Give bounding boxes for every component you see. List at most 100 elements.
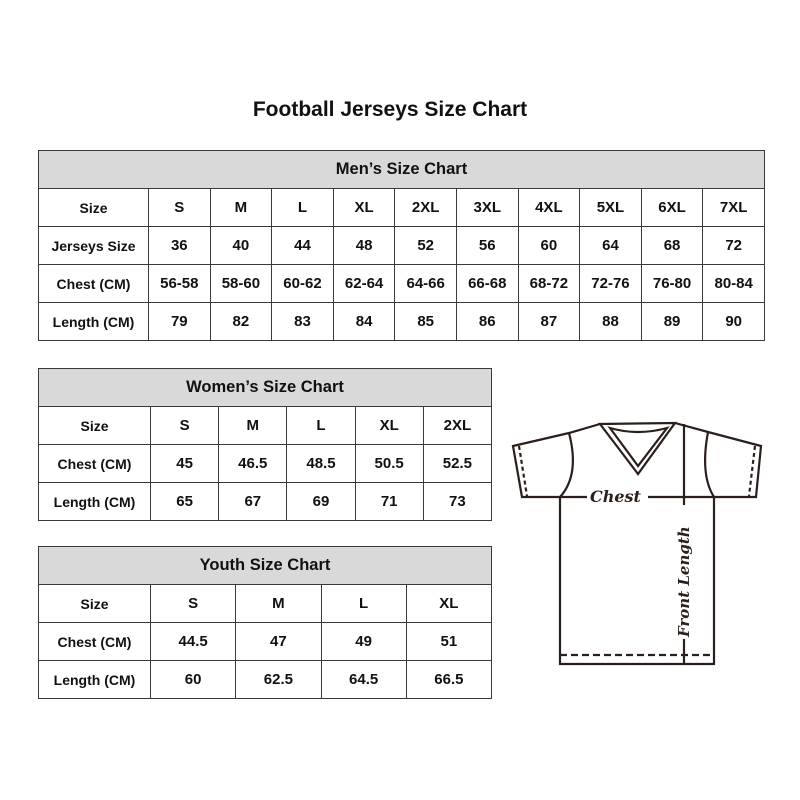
table-cell: 76-80: [640, 264, 704, 303]
table-cell: 84: [332, 302, 396, 341]
table-cell: XL: [332, 188, 396, 227]
table-cell: 83: [271, 302, 334, 341]
table-cell: 36: [148, 226, 211, 265]
table-cell: L: [320, 584, 407, 623]
table-heading: Women’s Size Chart: [37, 368, 493, 407]
table-cell: 58-60: [209, 264, 273, 303]
table-cell: 72-76: [579, 264, 642, 303]
table-cell: XL: [354, 406, 424, 445]
womens-size-table: Women’s Size Chart Size S M L XL 2XL Chest (CM)…: [37, 368, 493, 521]
table-cell: 60: [149, 660, 237, 699]
table-cell: 46.5: [218, 444, 288, 483]
table-cell: S: [148, 188, 211, 227]
table-cell: 71: [354, 482, 424, 521]
table-row: Chest (CM) 45 46.5 48.5 50.5 52.5: [38, 444, 493, 483]
row-label: Size: [38, 188, 149, 227]
table-row: Size S M L XL: [38, 584, 493, 623]
table-cell: 44: [271, 226, 334, 265]
table-cell: 45: [149, 444, 220, 483]
row-label: Chest (CM): [38, 444, 151, 483]
row-label: Size: [38, 406, 151, 445]
table-row: Length (CM) 79 82 83 84 85 86 87 88 89 90: [38, 302, 766, 341]
table-cell: 69: [286, 482, 356, 521]
table-cell: 52: [394, 226, 457, 265]
table-cell: XL: [405, 584, 493, 623]
table-cell: 44.5: [149, 622, 237, 661]
table-heading-row: Women’s Size Chart: [37, 368, 493, 407]
table-row: Size S M L XL 2XL 3XL 4XL 5XL 6XL 7XL: [38, 188, 766, 227]
table-cell: 90: [702, 302, 766, 341]
table-heading: Youth Size Chart: [38, 546, 492, 585]
table-heading-row: Youth Size Chart: [38, 546, 492, 585]
table-row: Size S M L XL 2XL: [38, 406, 493, 445]
left-armhole: [559, 432, 574, 498]
table-cell: 5XL: [579, 188, 642, 227]
chest-label: Chest: [590, 487, 642, 506]
table-cell: 89: [640, 302, 704, 341]
table-cell: 73: [422, 482, 493, 521]
table-cell: 40: [209, 226, 273, 265]
jersey-outline: [511, 421, 763, 666]
table-cell: 64: [579, 226, 642, 265]
table-cell: 82: [209, 302, 273, 341]
table-cell: 6XL: [640, 188, 704, 227]
collar-outer: [597, 421, 678, 476]
table-cell: 67: [218, 482, 288, 521]
mens-size-table: Men’s Size Chart Size S M L XL 2XL 3XL 4XL 5XL 6XL…: [37, 150, 766, 341]
table-cell: M: [235, 584, 322, 623]
table-cell: 68: [640, 226, 704, 265]
table-cell: 88: [579, 302, 642, 341]
row-label: Length (CM): [38, 660, 151, 699]
table-row: Chest (CM) 56-58 58-60 60-62 62-64 64-66 66-68…: [38, 264, 766, 303]
table-cell: 86: [455, 302, 519, 341]
table-cell: 3XL: [455, 188, 519, 227]
right-sleeve-hem: [747, 445, 757, 497]
table-cell: 60: [517, 226, 581, 265]
row-label: Length (CM): [38, 302, 149, 341]
collar-inner: [607, 426, 670, 468]
table-cell: 49: [320, 622, 407, 661]
table-row: Chest (CM) 44.5 47 49 51: [38, 622, 493, 661]
table-cell: 47: [235, 622, 322, 661]
table-heading-row: Men’s Size Chart: [37, 150, 766, 189]
youth-size-table: Youth Size Chart Size S M L XL Chest (CM) 44.5 4…: [38, 546, 493, 699]
table-cell: 79: [148, 302, 211, 341]
table-cell: 4XL: [517, 188, 581, 227]
row-label: Chest (CM): [38, 264, 149, 303]
table-heading: Men’s Size Chart: [37, 150, 766, 189]
page-title: Football Jerseys Size Chart: [252, 98, 528, 121]
table-cell: 60-62: [271, 264, 334, 303]
table-cell: L: [271, 188, 334, 227]
table-cell: 66.5: [405, 660, 493, 699]
table-cell: 48: [332, 226, 396, 265]
table-cell: 87: [517, 302, 581, 341]
table-cell: 51: [405, 622, 493, 661]
table-cell: 80-84: [702, 264, 766, 303]
table-cell: 85: [394, 302, 457, 341]
table-cell: 56-58: [148, 264, 211, 303]
table-cell: S: [149, 584, 237, 623]
table-row: Jerseys Size 36 40 44 48 52 56 60 64 68 72: [38, 226, 766, 265]
row-label: Size: [38, 584, 151, 623]
table-cell: 50.5: [354, 444, 424, 483]
table-cell: M: [218, 406, 288, 445]
row-label: Jerseys Size: [38, 226, 149, 265]
row-label: Length (CM): [38, 482, 151, 521]
front-length-label: Front Length: [675, 526, 693, 638]
table-cell: 68-72: [517, 264, 581, 303]
table-cell: S: [149, 406, 220, 445]
table-cell: 48.5: [286, 444, 356, 483]
table-cell: 2XL: [394, 188, 457, 227]
table-cell: 62-64: [332, 264, 396, 303]
table-cell: 52.5: [422, 444, 493, 483]
table-cell: 66-68: [455, 264, 519, 303]
table-cell: 7XL: [702, 188, 766, 227]
table-row: Length (CM) 60 62.5 64.5 66.5: [38, 660, 493, 699]
table-cell: 72: [702, 226, 766, 265]
right-armhole: [704, 431, 715, 498]
table-cell: 56: [455, 226, 519, 265]
table-cell: 65: [149, 482, 220, 521]
table-cell: 64-66: [394, 264, 457, 303]
table-cell: 62.5: [235, 660, 322, 699]
